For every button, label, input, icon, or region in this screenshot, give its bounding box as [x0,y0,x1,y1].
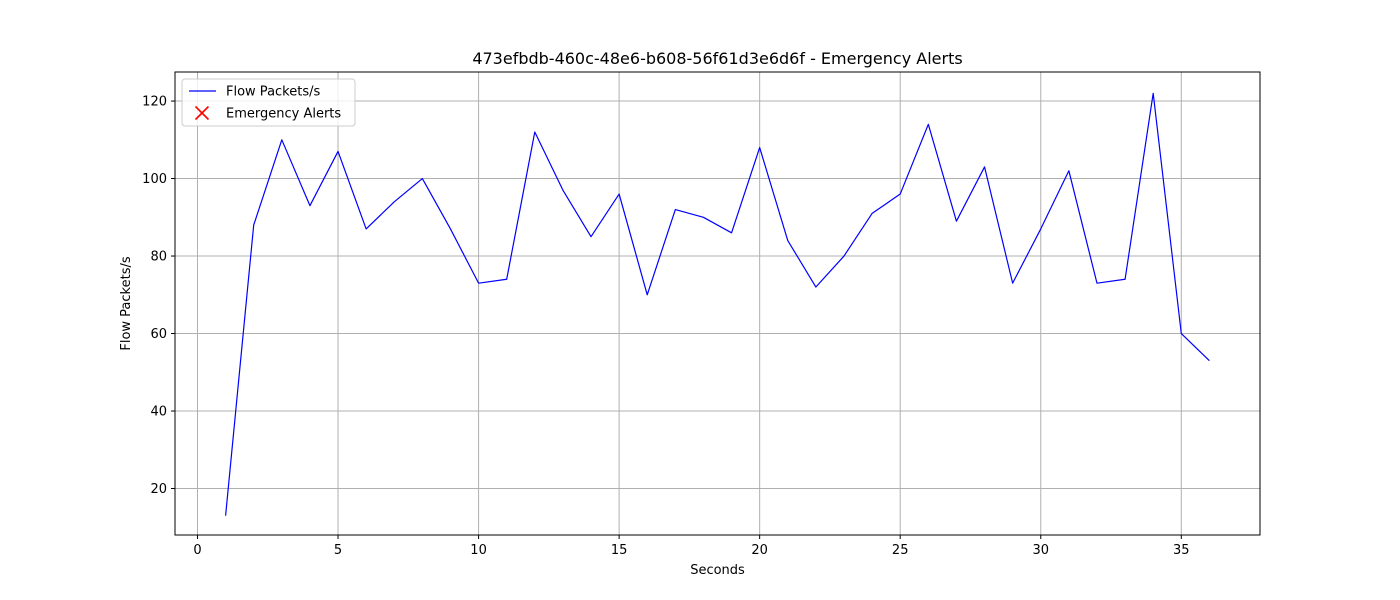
y-tick-label: 120 [142,95,167,110]
x-axis-label: Seconds [690,563,745,578]
x-tick-label: 20 [751,543,768,558]
y-tick-label: 100 [142,172,167,187]
x-tick-label: 10 [470,543,487,558]
series-line-flow-packets [225,92,1210,516]
x-tick-label: 25 [892,543,909,558]
y-axis-ticks: 20 40 60 80 100 120 [142,95,175,497]
chart-title: 473efbdb-460c-48e6-b608-56f61d3e6d6f - E… [472,49,962,68]
x-tick-label: 35 [1173,543,1190,558]
y-tick-label: 80 [150,250,167,265]
plot-series [225,92,1210,516]
x-axis-ticks: 0 5 10 15 20 25 30 35 [193,535,1190,558]
x-tick-label: 15 [611,543,628,558]
x-tick-label: 30 [1032,543,1049,558]
y-tick-label: 40 [150,405,167,420]
grid-lines [175,72,1260,535]
y-tick-label: 60 [150,327,167,342]
legend-marker-swatch [194,105,210,121]
legend-box [181,78,356,127]
x-tick-label: 5 [334,543,342,558]
x-tick-label: 0 [193,543,201,558]
legend-x-stroke [194,105,210,121]
legend-entry-emergency-alerts: Emergency Alerts [226,107,341,122]
y-axis-label: Flow Packets/s [119,256,134,350]
plot-frame [174,71,1261,536]
legend: Flow Packets/s Emergency Alerts [181,78,356,127]
legend-entry-flow-packets: Flow Packets/s [226,85,320,100]
y-tick-label: 20 [150,482,167,497]
